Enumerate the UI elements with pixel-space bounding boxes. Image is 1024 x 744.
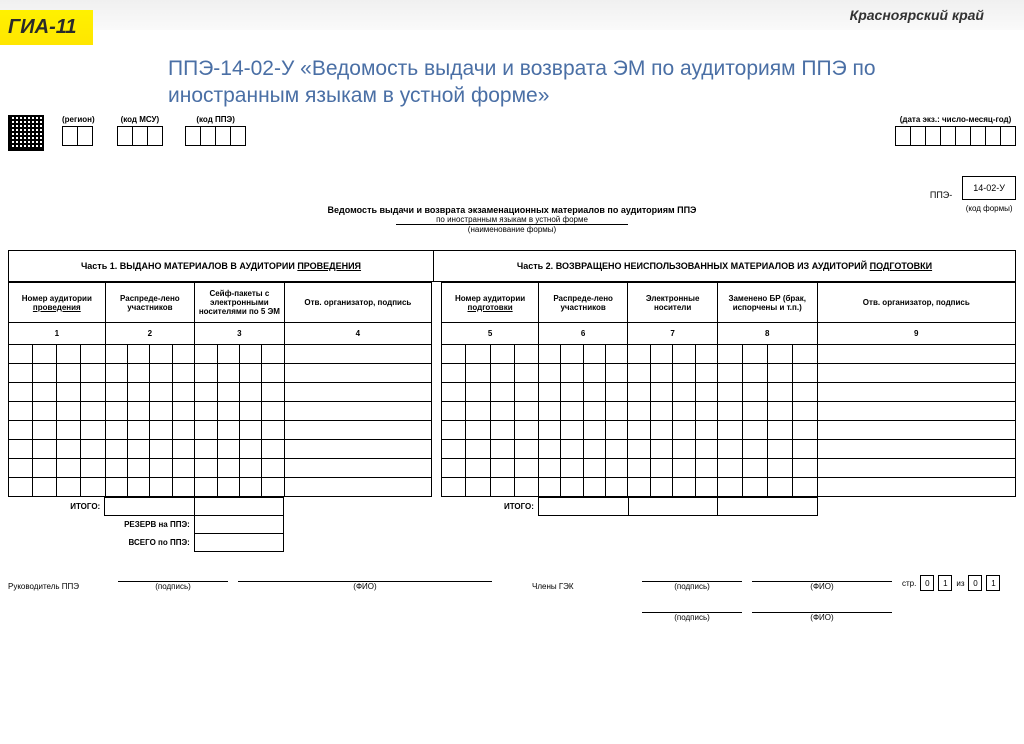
gek-fio2[interactable] [752,601,892,613]
table-row [9,364,1016,383]
msu-group: (код МСУ) [117,115,163,146]
col5-header: Номер аудиторииподготовки [442,283,539,323]
center-caption: (наименование формы) [8,225,1016,234]
date-group: (дата экз.: число-месяц-год) [895,115,1016,146]
header-row-nums: 1 2 3 4 5 6 7 8 9 [9,323,1016,345]
col4-header: Отв. организатор, подпись [284,283,431,323]
col7-header: Электронные носители [628,283,718,323]
itogo-row: ИТОГО: ИТОГО: [8,498,1016,516]
part1-header: Часть 1. ВЫДАНО МАТЕРИАЛОВ В АУДИТОРИИ П… [8,250,434,282]
top-band: Красноярский край [0,0,1024,30]
region-group: (регион) [62,115,95,146]
col2-header: Распреде-лено участников [105,283,195,323]
ppe-cells[interactable] [185,126,246,146]
table-row [9,478,1016,497]
center-title-block: Ведомость выдачи и возврата экзаменацион… [8,205,1016,234]
sig-left: Руководитель ППЭ (подпись) (ФИО) [8,570,492,632]
center-title-2: по иностранным языкам в устной форме [396,215,628,225]
header-row: (регион) (код МСУ) (код ППЭ) (дата экз.:… [8,115,1016,213]
ruk-fio[interactable] [238,570,492,582]
col9-header: Отв. организатор, подпись [817,283,1015,323]
gek-fio1[interactable] [752,570,892,582]
table-row [9,421,1016,440]
col8-header: Заменено БР (брак, испорчены и т.п.) [717,283,817,323]
totals-table: ИТОГО: ИТОГО: РЕЗЕРВ на ППЭ: ВСЕГО по ПП… [8,497,1016,552]
ppe-caption: (код ППЭ) [185,115,246,124]
col3-header: Сейф-пакеты с электронными носителями по… [195,283,285,323]
gek-sign1[interactable] [642,570,742,582]
ruk-sign[interactable] [118,570,228,582]
date-cells[interactable] [895,126,1016,146]
msu-caption: (код МСУ) [117,115,163,124]
region-label: Красноярский край [850,7,984,23]
part2-header: Часть 2. ВОЗВРАЩЕНО НЕИСПОЛЬЗОВАННЫХ МАТ… [434,250,1016,282]
table-row [9,459,1016,478]
sig-right: Члены ГЭК (подпись) (ФИО) стр. 0 1 из 0 … [532,570,1016,632]
region-cells[interactable] [62,126,95,146]
page-number: стр. 0 1 из 0 1 [902,575,1000,591]
col1-header: Номер аудиториипроведения [9,283,106,323]
gap [432,283,442,323]
date-caption: (дата экз.: число-месяц-год) [895,115,1016,124]
qr-icon [8,115,44,151]
gia-badge: ГИА-11 [0,10,93,45]
vsego-row: ВСЕГО по ППЭ: [8,534,1016,552]
region-caption: (регион) [62,115,95,124]
table-row [9,402,1016,421]
ppe-group: (код ППЭ) [185,115,246,146]
ruk-label: Руководитель ППЭ [8,582,108,591]
table-body [9,345,1016,497]
form-code: 14-02-У [962,176,1016,200]
data-table: Номер аудиториипроведения Распреде-лено … [8,282,1016,497]
parts-row: Часть 1. ВЫДАНО МАТЕРИАЛОВ В АУДИТОРИИ П… [8,250,1016,282]
center-title-1: Ведомость выдачи и возврата экзаменацион… [8,205,1016,215]
header-right: (дата экз.: число-месяц-год) ППЭ- 14-02-… [895,115,1016,213]
msu-cells[interactable] [117,126,163,146]
gek-sign2[interactable] [642,601,742,613]
form-area: (регион) (код МСУ) (код ППЭ) (дата экз.:… [8,115,1016,632]
ppe-prefix: ППЭ- [930,190,952,200]
reserv-row: РЕЗЕРВ на ППЭ: [8,516,1016,534]
table-row [9,440,1016,459]
col6-header: Распреде-лено участников [538,283,628,323]
signature-area: Руководитель ППЭ (подпись) (ФИО) Члены Г… [8,570,1016,632]
header-row-1: Номер аудиториипроведения Распреде-лено … [9,283,1016,323]
table-row [9,345,1016,364]
main-title: ППЭ-14-02-У «Ведомость выдачи и возврата… [168,55,1004,110]
header-fields-left: (регион) (код МСУ) (код ППЭ) [62,115,266,146]
table-row [9,383,1016,402]
gek-label: Члены ГЭК [532,582,632,591]
